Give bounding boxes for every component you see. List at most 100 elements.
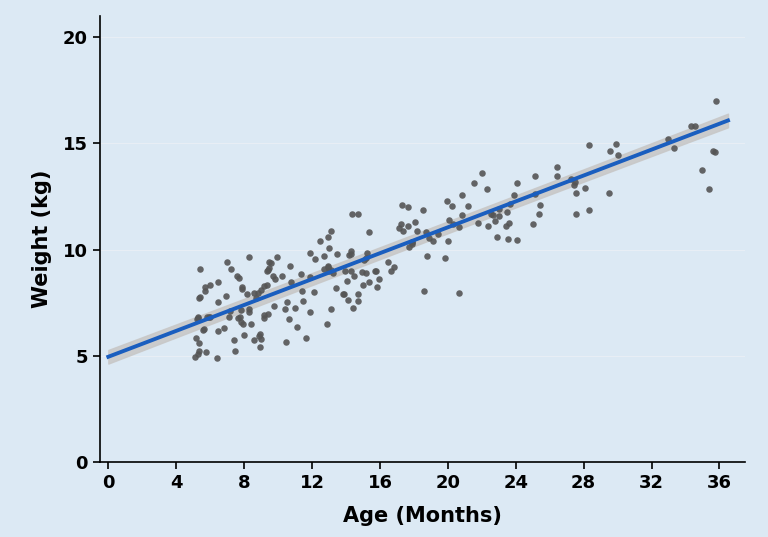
Point	[212, 326, 224, 335]
Point	[310, 255, 322, 263]
Point	[346, 210, 359, 219]
Point	[421, 252, 433, 260]
Point	[504, 200, 516, 208]
Point	[612, 151, 624, 159]
Point	[198, 324, 210, 333]
Point	[352, 290, 364, 299]
Point	[684, 121, 697, 130]
Point	[228, 336, 240, 344]
Point	[330, 249, 343, 258]
Point	[269, 275, 281, 284]
Point	[325, 305, 337, 314]
Point	[258, 310, 270, 319]
Point	[447, 219, 459, 228]
Point	[197, 326, 210, 335]
Point	[276, 271, 288, 280]
Point	[344, 267, 356, 276]
Point	[190, 333, 202, 342]
Point	[419, 228, 432, 237]
Point	[710, 97, 722, 105]
Point	[263, 263, 275, 272]
Point	[321, 262, 333, 270]
Point	[303, 307, 316, 316]
Point	[492, 212, 505, 220]
Point	[318, 264, 330, 273]
Point	[392, 223, 405, 232]
Point	[501, 208, 513, 216]
Point	[423, 234, 435, 242]
Point	[372, 275, 385, 284]
Point	[570, 210, 582, 219]
Point	[204, 313, 217, 321]
Point	[280, 298, 293, 307]
Point	[268, 301, 280, 310]
Point	[323, 267, 335, 275]
Point	[397, 227, 409, 235]
Point	[198, 287, 210, 295]
X-axis label: Age (Months): Age (Months)	[343, 505, 502, 526]
Point	[253, 332, 265, 340]
Point	[235, 306, 247, 314]
Point	[308, 288, 320, 296]
Point	[486, 211, 498, 220]
Point	[224, 307, 237, 315]
Point	[303, 248, 316, 257]
Point	[482, 222, 494, 230]
Point	[220, 292, 233, 300]
Point	[243, 252, 255, 261]
Point	[475, 169, 488, 177]
Point	[261, 266, 273, 275]
Point	[410, 227, 422, 235]
Point	[396, 200, 409, 209]
Point	[338, 289, 350, 298]
Point	[455, 191, 468, 200]
Point	[389, 262, 401, 271]
Point	[528, 172, 541, 180]
Point	[352, 296, 364, 305]
Point	[453, 223, 465, 231]
Point	[357, 281, 369, 289]
Point	[212, 297, 224, 306]
Point	[346, 304, 359, 313]
Point	[402, 222, 414, 230]
Point	[243, 305, 255, 314]
Point	[300, 333, 312, 342]
Point	[211, 353, 223, 362]
Point	[416, 206, 429, 214]
Point	[243, 307, 255, 316]
Point	[342, 296, 354, 304]
Point	[488, 217, 501, 226]
Point	[234, 313, 247, 321]
Point	[262, 310, 274, 318]
Point	[325, 227, 337, 236]
Point	[321, 320, 333, 329]
Point	[500, 222, 512, 230]
Point	[255, 286, 267, 294]
Point	[568, 181, 580, 190]
Point	[318, 251, 330, 260]
Point	[204, 313, 216, 322]
Point	[193, 339, 205, 347]
Point	[603, 189, 615, 198]
Point	[583, 206, 595, 215]
Point	[289, 303, 301, 312]
Point	[564, 175, 577, 184]
Point	[238, 331, 250, 340]
Point	[578, 184, 591, 192]
Point	[296, 287, 308, 295]
Point	[345, 250, 357, 259]
Point	[551, 163, 563, 171]
Point	[212, 278, 224, 286]
Point	[217, 324, 230, 333]
Point	[265, 258, 277, 267]
Point	[689, 121, 701, 130]
Point	[244, 320, 257, 329]
Point	[442, 237, 454, 245]
Point	[250, 294, 263, 302]
Point	[262, 265, 274, 274]
Point	[569, 178, 581, 186]
Point	[386, 267, 398, 275]
Point	[406, 238, 418, 246]
Point	[358, 256, 370, 265]
Point	[233, 273, 246, 282]
